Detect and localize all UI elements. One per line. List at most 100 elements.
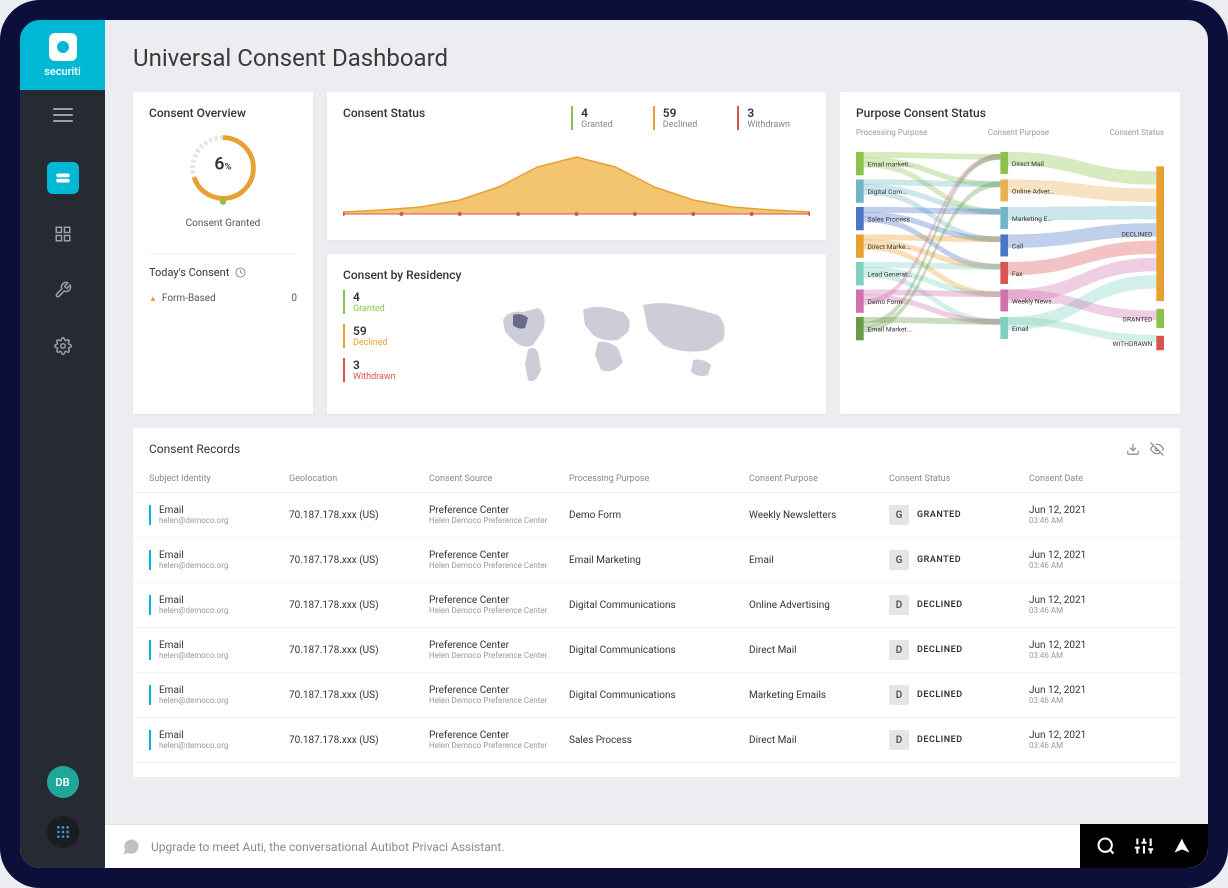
purpose-cell: Weekly Newsletters: [749, 510, 889, 521]
svg-text:DECLINED: DECLINED: [1121, 231, 1153, 239]
table-row[interactable]: Emailhelen@democo.org 70.187.178.xxx (US…: [133, 673, 1180, 718]
col-0: Subject Identity: [149, 474, 289, 484]
identity-cell: Emailhelen@democo.org: [149, 550, 289, 570]
nav-item-tools[interactable]: [47, 274, 79, 306]
geo-cell: 70.187.178.xxx (US): [289, 555, 429, 566]
purpose-status-card: Purpose Consent Status Processing Purpos…: [840, 92, 1180, 414]
today-row-form-based: ▲ Form-Based 0: [149, 293, 297, 304]
toggle-icon: [54, 169, 72, 187]
identity-cell: Emailhelen@democo.org: [149, 685, 289, 705]
col-6: Consent Date: [1029, 474, 1169, 484]
svg-text:Email Market...: Email Market...: [868, 326, 913, 334]
status-cell: DDECLINED: [889, 595, 1029, 615]
purpose-cell: Direct Mail: [749, 645, 889, 656]
sidebar: securiti DB: [20, 20, 105, 868]
processing-cell: Digital Communications: [569, 690, 749, 701]
status-cell: DDECLINED: [889, 685, 1029, 705]
residency-stat-granted: 4Granted: [343, 290, 396, 314]
purpose-cell: Email: [749, 555, 889, 566]
status-badge: G: [889, 505, 909, 525]
consent-area-chart: [343, 142, 810, 222]
table-row[interactable]: Emailhelen@democo.org 70.187.178.xxx (US…: [133, 628, 1180, 673]
processing-cell: Email Marketing: [569, 555, 749, 566]
date-cell: Jun 12, 202103:46 AM: [1029, 730, 1169, 750]
today-consent-title: Today's Consent: [149, 266, 297, 279]
geo-cell: 70.187.178.xxx (US): [289, 735, 429, 746]
purpose-title: Purpose Consent Status: [856, 106, 1164, 120]
geo-cell: 70.187.178.xxx (US): [289, 600, 429, 611]
nav-item-dashboard[interactable]: [47, 162, 79, 194]
visibility-icon[interactable]: [1150, 442, 1164, 456]
stat-declined: 59Declined: [653, 106, 698, 130]
share-icon[interactable]: [1172, 836, 1192, 856]
residency-card: Consent by Residency 4Granted59Declined3…: [327, 254, 826, 414]
table-row[interactable]: Emailhelen@democo.org 70.187.178.xxx (US…: [133, 718, 1180, 763]
source-cell: Preference CenterHelen Democo Preference…: [429, 505, 569, 525]
sliders-icon[interactable]: [1134, 836, 1154, 856]
residency-stat-withdrawn: 3Withdrawn: [343, 358, 396, 382]
purpose-cell: Marketing Emails: [749, 690, 889, 701]
table-row[interactable]: Emailhelen@democo.org 70.187.178.xxx (US…: [133, 583, 1180, 628]
col-4: Consent Purpose: [749, 474, 889, 484]
nav-item-settings[interactable]: [47, 330, 79, 362]
search-icon[interactable]: [1096, 836, 1116, 856]
overview-title: Consent Overview: [149, 106, 297, 120]
consent-gauge: 6%: [183, 128, 263, 208]
consent-status-card: Consent Status 4Granted59Declined3Withdr…: [327, 92, 826, 240]
bottom-bar-text: Upgrade to meet Auti, the conversational…: [151, 840, 1192, 854]
date-cell: Jun 12, 202103:46 AM: [1029, 550, 1169, 570]
bottom-bar: Upgrade to meet Auti, the conversational…: [105, 824, 1208, 868]
processing-cell: Digital Communications: [569, 645, 749, 656]
col-5: Consent Status: [889, 474, 1029, 484]
geo-cell: 70.187.178.xxx (US): [289, 510, 429, 521]
purpose-cell: Online Advertising: [749, 600, 889, 611]
bottom-action-bar: [1080, 824, 1208, 868]
stat-granted: 4Granted: [571, 106, 613, 130]
status-badge: D: [889, 730, 909, 750]
clock-icon: [235, 267, 246, 278]
svg-text:Fax: Fax: [1012, 270, 1023, 278]
svg-text:Call: Call: [1012, 242, 1024, 250]
svg-text:Lead Generat...: Lead Generat...: [868, 271, 913, 279]
brand-logo[interactable]: securiti: [20, 20, 105, 90]
svg-text:Weekly News...: Weekly News...: [1012, 297, 1057, 305]
grid-icon: [54, 225, 72, 243]
page-title: Universal Consent Dashboard: [133, 44, 1180, 72]
svg-text:Digital Com...: Digital Com...: [868, 188, 908, 196]
main-content: Universal Consent Dashboard Consent Over…: [105, 20, 1208, 868]
status-badge: G: [889, 550, 909, 570]
processing-cell: Sales Process: [569, 735, 749, 746]
identity-cell: Emailhelen@democo.org: [149, 505, 289, 525]
col-1: Geolocation: [289, 474, 429, 484]
svg-text:Email: Email: [1012, 325, 1029, 333]
dots-grid-icon: [55, 824, 71, 840]
identity-cell: Emailhelen@democo.org: [149, 595, 289, 615]
svg-text:GRANTED: GRANTED: [1122, 315, 1153, 323]
consent-records-card: Consent Records Subject IdentityGeolocat…: [133, 428, 1180, 777]
source-cell: Preference CenterHelen Democo Preference…: [429, 550, 569, 570]
menu-toggle[interactable]: [53, 108, 73, 122]
consent-overview-card: Consent Overview 6% Consent Granted Toda…: [133, 92, 313, 414]
table-row[interactable]: Emailhelen@democo.org 70.187.178.xxx (US…: [133, 493, 1180, 538]
source-cell: Preference CenterHelen Democo Preference…: [429, 730, 569, 750]
date-cell: Jun 12, 202103:46 AM: [1029, 640, 1169, 660]
nav-item-grid[interactable]: [47, 218, 79, 250]
apps-menu[interactable]: [47, 816, 79, 848]
processing-cell: Digital Communications: [569, 600, 749, 611]
status-cell: DDECLINED: [889, 640, 1029, 660]
brand-name: securiti: [44, 65, 81, 78]
geo-cell: 70.187.178.xxx (US): [289, 690, 429, 701]
status-badge: D: [889, 595, 909, 615]
residency-title: Consent by Residency: [343, 268, 810, 282]
download-icon[interactable]: [1126, 442, 1140, 456]
col-3: Processing Purpose: [569, 474, 749, 484]
sankey-header-right: Consent Status: [1110, 128, 1164, 137]
svg-text:Sales Process: Sales Process: [868, 216, 911, 224]
processing-cell: Demo Form: [569, 510, 749, 521]
svg-text:WITHDRAWN: WITHDRAWN: [1112, 340, 1152, 348]
source-cell: Preference CenterHelen Democo Preference…: [429, 595, 569, 615]
stat-withdrawn: 3Withdrawn: [737, 106, 790, 130]
user-avatar[interactable]: DB: [47, 766, 79, 798]
table-row[interactable]: Emailhelen@democo.org 70.187.178.xxx (US…: [133, 538, 1180, 583]
sankey-header-mid: Consent Purpose: [988, 128, 1049, 137]
